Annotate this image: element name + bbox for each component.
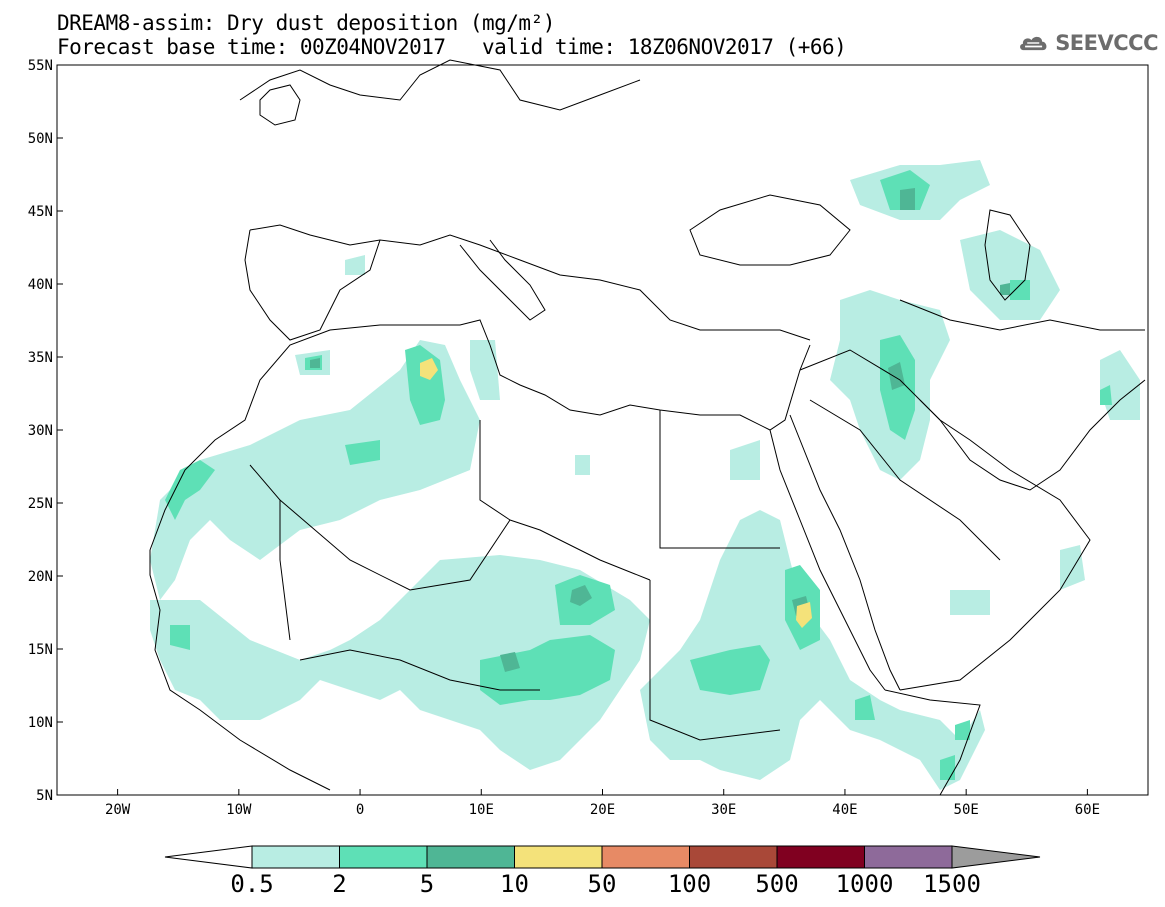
base-time-label: Forecast base time: 00Z04NOV2017	[57, 35, 446, 59]
colorbar-swatch	[689, 845, 778, 869]
lon-label: 50E	[954, 802, 979, 818]
lon-label: 20W	[105, 802, 131, 818]
coastline-italy	[459, 239, 546, 321]
lon-label: 60E	[1075, 802, 1100, 818]
border-sudan	[649, 580, 781, 741]
colorbar-swatch	[776, 845, 865, 869]
latitude-axis: 55N 50N 45N 40N 35N 30N 25N 20N 15N 10N 5N	[28, 58, 63, 804]
border-saudi	[809, 399, 1001, 561]
lon-label: 20E	[590, 802, 615, 818]
coastline-west-africa	[149, 550, 331, 791]
colorbar-tick-label: 50	[588, 870, 617, 898]
lat-label: 25N	[28, 496, 53, 512]
colorbar-over-triangle	[951, 845, 1041, 869]
coastlines-borders	[149, 59, 1146, 796]
coastline-red-sea-east	[789, 414, 901, 691]
lon-label: 10W	[226, 802, 252, 818]
colorbar-swatch	[426, 845, 515, 869]
colorbar-swatch	[251, 845, 340, 869]
logo-text: SEEVCCC	[1055, 31, 1158, 55]
colorbar-swatch	[514, 845, 603, 869]
seevccc-logo: SEEVCCC	[1018, 26, 1158, 60]
border-sahel	[299, 649, 540, 691]
coastline-caspian	[984, 209, 1031, 301]
colorbar-under-triangle	[164, 845, 253, 869]
border-sahara-1	[249, 464, 291, 641]
longitude-axis: 20W 10W 0 10E 20E 30E 40E 50E 60E	[105, 789, 1100, 818]
coastline-north-africa	[149, 319, 811, 551]
border-libya	[479, 420, 511, 521]
coastline-red-sea-west	[769, 429, 886, 691]
colorbar-tick-label: 2	[332, 870, 346, 898]
lat-label: 40N	[28, 277, 53, 293]
lat-label: 10N	[28, 715, 53, 731]
coastline-europe-south	[249, 224, 811, 341]
border-middle-east	[799, 349, 941, 421]
colorbar-tick-label: 5	[420, 870, 434, 898]
coastline-britain	[259, 84, 301, 126]
colorbar-swatch	[864, 845, 953, 869]
colorbar: 0.5 2 5 10 50 100 500 1000 1500	[164, 845, 1041, 898]
valid-time-label: valid time: 18Z06NOV2017 (+66)	[482, 35, 847, 59]
colorbar-tick-label: 1000	[836, 870, 894, 898]
lon-label: 10E	[469, 802, 494, 818]
coastline-iberia	[244, 229, 381, 341]
deposition-level-10	[420, 358, 812, 628]
lon-label: 0	[356, 802, 364, 818]
lon-label: 40E	[832, 802, 857, 818]
colorbar-swatch	[601, 845, 690, 869]
colorbar-tick-label: 0.5	[230, 870, 273, 898]
lat-label: 5N	[36, 788, 53, 804]
colorbar-swatch	[339, 845, 428, 869]
lat-label: 50N	[28, 131, 53, 147]
lat-label: 45N	[28, 204, 53, 220]
lat-label: 55N	[28, 58, 53, 74]
lat-label: 15N	[28, 642, 53, 658]
cloud-icon	[1020, 36, 1047, 51]
coastline-horn	[884, 689, 981, 796]
lat-label: 35N	[28, 350, 53, 366]
map-title: DREAM8-assim: Dry dust deposition (mg/m²…	[57, 11, 555, 35]
deposition-shading	[150, 160, 1140, 790]
lat-label: 30N	[28, 423, 53, 439]
lon-label: 30E	[711, 802, 736, 818]
colorbar-tick-label: 100	[668, 870, 711, 898]
coastline-black-sea	[689, 194, 851, 266]
colorbar-tick-label: 500	[755, 870, 798, 898]
border-sahara-2	[279, 499, 651, 591]
coastline-arabia	[899, 399, 1091, 691]
colorbar-tick-label: 1500	[923, 870, 981, 898]
coastline-northern-europe	[239, 59, 641, 111]
lat-label: 20N	[28, 569, 53, 585]
colorbar-tick-label: 10	[500, 870, 529, 898]
border-iran	[899, 299, 1145, 331]
coastline-gulf	[939, 379, 1146, 491]
deposition-level-0-5	[150, 160, 1140, 790]
border-egypt	[659, 410, 780, 549]
